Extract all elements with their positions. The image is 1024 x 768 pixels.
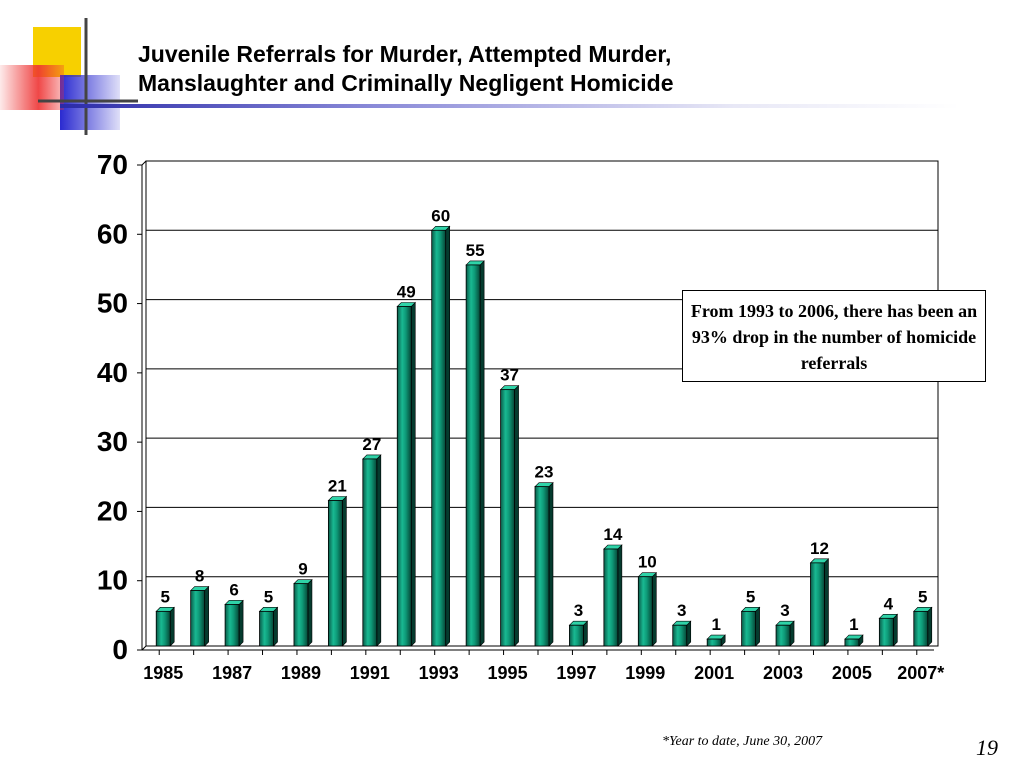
bar-1997	[568, 620, 589, 647]
data-label-2002: 5	[746, 587, 755, 606]
footnote: *Year to date, June 30, 2007	[662, 734, 823, 749]
title-line-1: Juvenile Referrals for Murder, Attempted…	[138, 41, 672, 67]
x-tick-label-1999: 1999	[625, 663, 665, 683]
data-label-1997: 3	[574, 601, 583, 620]
logo-graphic	[0, 18, 138, 135]
data-label-1987: 6	[229, 580, 238, 599]
y-tick-label: 0	[112, 634, 128, 665]
x-tick-label-1995: 1995	[488, 663, 528, 683]
data-label-2006: 4	[884, 594, 894, 613]
data-label-1995: 37	[500, 366, 519, 385]
y-tick-label: 10	[97, 565, 128, 596]
data-label-1994: 55	[466, 241, 485, 260]
axis-corner-bottom	[141, 645, 147, 651]
x-tick-label-1987: 1987	[212, 663, 252, 683]
bar-2004	[809, 558, 830, 647]
bar-2007*	[913, 606, 933, 647]
bar-1998	[603, 544, 623, 647]
bar-1992	[396, 301, 416, 647]
bar-1995	[499, 384, 520, 647]
axis-corner-top	[141, 160, 147, 166]
y-tick-label: 70	[97, 149, 128, 180]
bar-1989	[293, 578, 313, 647]
data-label-2005: 1	[849, 615, 858, 634]
bar-2000	[672, 620, 692, 647]
y-tick-label: 20	[97, 495, 128, 526]
bar-1986	[189, 585, 210, 647]
y-tick-label: 30	[97, 426, 128, 457]
x-tick-label-2005: 2005	[832, 663, 872, 683]
bar-1991	[362, 454, 382, 647]
callout-box: From 1993 to 2006, there has been an 93%…	[682, 290, 986, 382]
x-tick-label-2003: 2003	[763, 663, 803, 683]
data-label-2007*: 5	[918, 587, 927, 606]
page-title: Juvenile Referrals for Murder, Attempted…	[138, 40, 673, 98]
x-tick-label-1991: 1991	[350, 663, 390, 683]
bar-1993	[430, 225, 451, 647]
y-tick-label: 40	[97, 357, 128, 388]
bar-1996	[534, 481, 554, 647]
data-label-2000: 3	[677, 601, 686, 620]
data-label-2004: 12	[810, 539, 829, 558]
data-label-1992: 49	[397, 283, 416, 302]
bar-1988	[258, 606, 279, 647]
x-tick-label-1997: 1997	[556, 663, 596, 683]
data-label-1991: 27	[362, 435, 381, 454]
bar-1994	[465, 260, 485, 647]
data-label-1989: 9	[298, 560, 307, 579]
bar-1990	[327, 495, 348, 647]
data-label-1999: 10	[638, 553, 657, 572]
data-label-1985: 5	[160, 587, 169, 606]
x-tick-label-2001: 2001	[694, 663, 734, 683]
data-label-1988: 5	[264, 587, 273, 606]
data-label-1998: 14	[603, 525, 622, 544]
data-label-2003: 3	[780, 601, 789, 620]
bar-2001	[706, 634, 726, 647]
x-tick-label-2007*: 2007*	[897, 663, 944, 683]
bar-1985	[155, 606, 175, 647]
x-tick-label-1989: 1989	[281, 663, 321, 683]
title-underline	[60, 104, 960, 108]
bar-2003	[775, 620, 795, 647]
bar-2002	[740, 606, 761, 647]
x-tick-label-1985: 1985	[143, 663, 183, 683]
title-line-2: Manslaughter and Criminally Negligent Ho…	[138, 70, 674, 96]
data-label-1986: 8	[195, 567, 204, 586]
bar-2005	[844, 634, 864, 647]
data-label-2001: 1	[711, 615, 720, 634]
data-label-1996: 23	[535, 463, 554, 482]
y-tick-label: 60	[97, 218, 128, 249]
bar-1987	[224, 599, 244, 647]
x-tick-label-1993: 1993	[419, 663, 459, 683]
bar-2006	[878, 613, 899, 647]
data-label-1990: 21	[328, 477, 347, 496]
bar-1999	[637, 571, 658, 647]
page-number: 19	[976, 735, 998, 760]
data-label-1993: 60	[431, 206, 450, 225]
y-tick-label: 50	[97, 288, 128, 319]
